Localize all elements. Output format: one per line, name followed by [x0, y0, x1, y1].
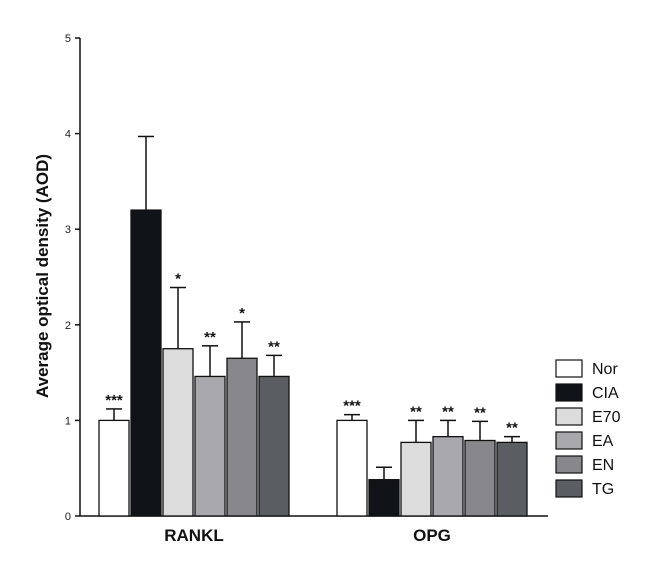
- significance-label: ***: [105, 392, 123, 409]
- significance-label: *: [239, 305, 245, 322]
- category-label: RANKL: [164, 526, 224, 545]
- legend-label: EN: [592, 457, 614, 474]
- legend-label: CIA: [592, 385, 619, 402]
- y-tick-label: 3: [65, 224, 71, 236]
- legend-swatch: [556, 432, 582, 449]
- significance-label: **: [474, 404, 486, 421]
- bar-rankl-en: [227, 358, 257, 516]
- legend-swatch: [556, 408, 582, 425]
- significance-label: **: [204, 329, 216, 346]
- legend: Nor CIA E70 EA EN TG: [556, 360, 621, 498]
- bars-group: ************ ** ** ****: [99, 136, 527, 516]
- significance-label: **: [506, 420, 518, 437]
- significance-label: ***: [343, 398, 361, 415]
- y-tick-label: 1: [65, 415, 71, 427]
- significance-label: *: [175, 271, 181, 288]
- bar-rankl-nor: [99, 420, 129, 516]
- bar-opg-e70: [401, 442, 431, 516]
- y-tick-label: 0: [65, 511, 71, 523]
- significance-label: **: [442, 403, 454, 420]
- category-labels-group: RANKL OPG: [164, 526, 451, 545]
- y-axis-title: Average optical density (AOD): [33, 154, 52, 398]
- legend-swatch: [556, 456, 582, 473]
- legend-label: Nor: [592, 361, 618, 378]
- y-tick-label: 4: [65, 129, 71, 141]
- legend-label: TG: [592, 481, 614, 498]
- bar-opg-cia: [369, 480, 399, 516]
- bar-opg-nor: [337, 420, 367, 516]
- bar-opg-en: [465, 440, 495, 516]
- significance-label: **: [410, 403, 422, 420]
- legend-swatch: [556, 480, 582, 497]
- bar-rankl-e70: [163, 349, 193, 516]
- legend-label: EA: [592, 433, 614, 450]
- bar-rankl-ea: [195, 376, 225, 516]
- bar-rankl-tg: [259, 376, 289, 516]
- bar-opg-ea: [433, 437, 463, 516]
- bar-opg-tg: [497, 442, 527, 516]
- legend-label: E70: [592, 409, 621, 426]
- y-tick-label: 2: [65, 320, 71, 332]
- y-tick-label: 5: [65, 33, 71, 45]
- category-label: OPG: [413, 526, 451, 545]
- legend-swatch: [556, 384, 582, 401]
- bar-rankl-cia: [131, 210, 161, 516]
- legend-swatch: [556, 360, 582, 377]
- significance-label: **: [268, 338, 280, 355]
